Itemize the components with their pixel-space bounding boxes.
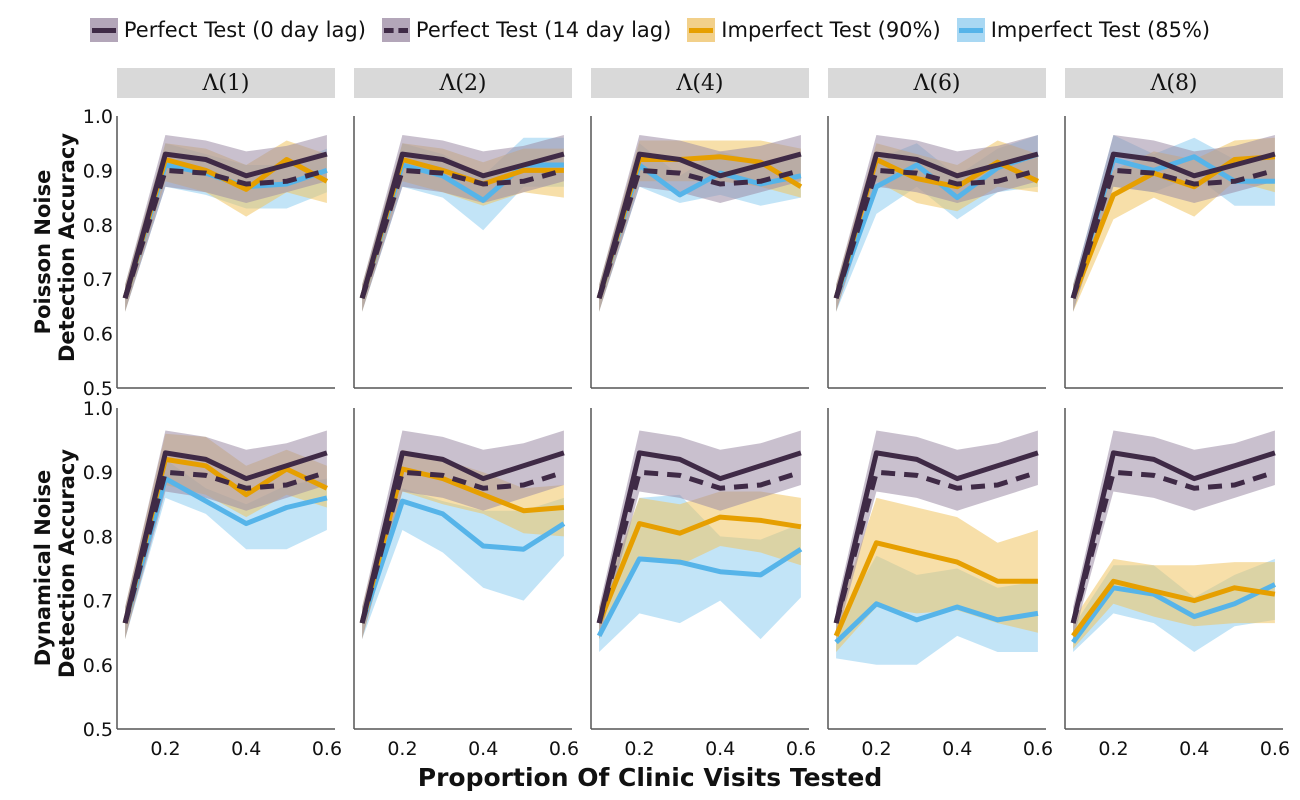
legend-label: Perfect Test (14 day lag)	[415, 18, 672, 42]
line-perfect-0-r1-c1	[122, 151, 328, 299]
line-imperfect-90-r2-c4	[833, 540, 1038, 637]
line-perfect-0-r2-c4	[833, 450, 1039, 624]
legend-label: Imperfect Test (90%)	[721, 18, 941, 42]
band-perfect-0-r1-c5	[1073, 135, 1275, 312]
x-tick-label-r2-c3: 0.6	[786, 738, 816, 760]
y-tick-label-r1-c1: 0.9	[83, 160, 113, 182]
legend-key-imperfect-90	[687, 18, 716, 42]
x-axis-title: Proportion Of Clinic Visits Tested	[417, 763, 883, 792]
band-perfect-0-r2-c5	[1073, 430, 1275, 640]
x-tick-label-r2-c5: 0.4	[1179, 738, 1209, 760]
y-tick-label-r1-c1: 0.6	[83, 324, 113, 346]
band-imperfect-90-r2-c4	[836, 497, 1038, 652]
line-perfect-0-r1-c3	[596, 151, 802, 299]
y-tick-label-r2-c1: 0.6	[83, 655, 113, 677]
band-perfect-0-r1-c2	[362, 135, 564, 312]
x-tick-label-r2-c1: 0.2	[150, 738, 180, 760]
facet-strip-1: Λ(1)	[117, 68, 335, 98]
line-perfect-14-r1-c4	[833, 167, 1039, 299]
line-perfect-14-r2-c5	[1070, 469, 1276, 624]
y-tick-label-r1-c1: 0.8	[83, 215, 113, 237]
y-tick-label-r1-c1: 0.5	[83, 378, 113, 400]
line-perfect-14-r2-c4	[833, 469, 1039, 624]
facet-strip-3: Λ(4)	[591, 68, 809, 98]
legend: Perfect Test (0 day lag) Perfect Test (1…	[0, 18, 1300, 42]
x-tick-label-r2-c1: 0.6	[312, 738, 342, 760]
legend-item-perfect-14: Perfect Test (14 day lag)	[381, 18, 672, 42]
line-perfect-0-r1-c2	[359, 151, 565, 299]
line-imperfect-90-r2-c5	[1071, 578, 1276, 638]
legend-item-imperfect-85: Imperfect Test (85%)	[956, 18, 1211, 42]
band-imperfect-85-r2-c1	[125, 459, 327, 640]
legend-label: Perfect Test (0 day lag)	[123, 18, 366, 42]
line-imperfect-90-r2-c2	[359, 466, 565, 624]
line-perfect-14-r2-c3	[596, 469, 802, 624]
line-imperfect-85-r2-c5	[1071, 582, 1276, 644]
line-perfect-0-r2-c1	[122, 450, 328, 624]
facet-strip-2: Λ(2)	[354, 68, 572, 98]
line-perfect-0-r2-c2	[359, 450, 565, 624]
line-perfect-0-r2-c3	[596, 450, 802, 624]
band-perfect-0-r2-c3	[599, 430, 801, 640]
x-tick-label-r2-c1: 0.4	[231, 738, 261, 760]
x-tick-label-r2-c2: 0.2	[387, 738, 417, 760]
x-tick-label-r2-c2: 0.6	[549, 738, 579, 760]
y-tick-label-r2-c1: 0.9	[83, 462, 113, 484]
line-imperfect-90-r2-c3	[596, 514, 802, 625]
line-imperfect-85-r2-c3	[596, 547, 803, 638]
legend-item-imperfect-90: Imperfect Test (90%)	[687, 18, 941, 42]
x-tick-label-r2-c5: 0.2	[1098, 738, 1128, 760]
x-tick-label-r2-c4: 0.2	[861, 738, 891, 760]
x-tick-label-r2-c3: 0.4	[705, 738, 735, 760]
x-tick-label-r2-c2: 0.4	[468, 738, 498, 760]
y-tick-label-r1-c1: 0.7	[83, 269, 113, 291]
y-tick-label-r1-c1: 1.0	[83, 106, 113, 128]
facet-strip-5: Λ(8)	[1065, 68, 1283, 98]
line-perfect-14-r2-c2	[359, 469, 565, 624]
band-perfect-0-r1-c1	[125, 135, 327, 312]
line-perfect-14-r1-c3	[596, 167, 802, 299]
line-perfect-0-r1-c5	[1070, 151, 1276, 299]
x-tick-label-r2-c4: 0.6	[1023, 738, 1053, 760]
y-tick-label-r2-c1: 0.8	[83, 526, 113, 548]
line-perfect-14-r2-c1	[122, 469, 328, 624]
line-perfect-0-r1-c4	[833, 151, 1039, 299]
y-tick-label-r2-c1: 1.0	[83, 398, 113, 420]
line-imperfect-85-r2-c4	[834, 601, 1039, 645]
legend-key-perfect-0	[89, 18, 118, 42]
band-perfect-0-r2-c2	[362, 430, 564, 640]
x-tick-label-r2-c5: 0.6	[1260, 738, 1290, 760]
x-tick-label-r2-c3: 0.2	[624, 738, 654, 760]
y-tick-label-r2-c1: 0.7	[83, 591, 113, 613]
legend-key-perfect-14	[381, 18, 410, 42]
legend-key-imperfect-85	[956, 18, 985, 42]
line-perfect-14-r1-c2	[359, 167, 565, 299]
line-imperfect-85-r2-c2	[359, 498, 566, 624]
legend-item-perfect-0: Perfect Test (0 day lag)	[89, 18, 366, 42]
legend-label: Imperfect Test (85%)	[990, 18, 1211, 42]
x-tick-label-r2-c4: 0.4	[942, 738, 972, 760]
facet-strip-4: Λ(6)	[828, 68, 1046, 98]
line-perfect-14-r1-c5	[1070, 167, 1276, 299]
band-perfect-0-r2-c4	[836, 430, 1038, 640]
line-perfect-0-r2-c5	[1070, 450, 1276, 624]
y-tick-label-r2-c1: 0.5	[83, 719, 113, 741]
line-perfect-14-r1-c1	[122, 167, 328, 299]
